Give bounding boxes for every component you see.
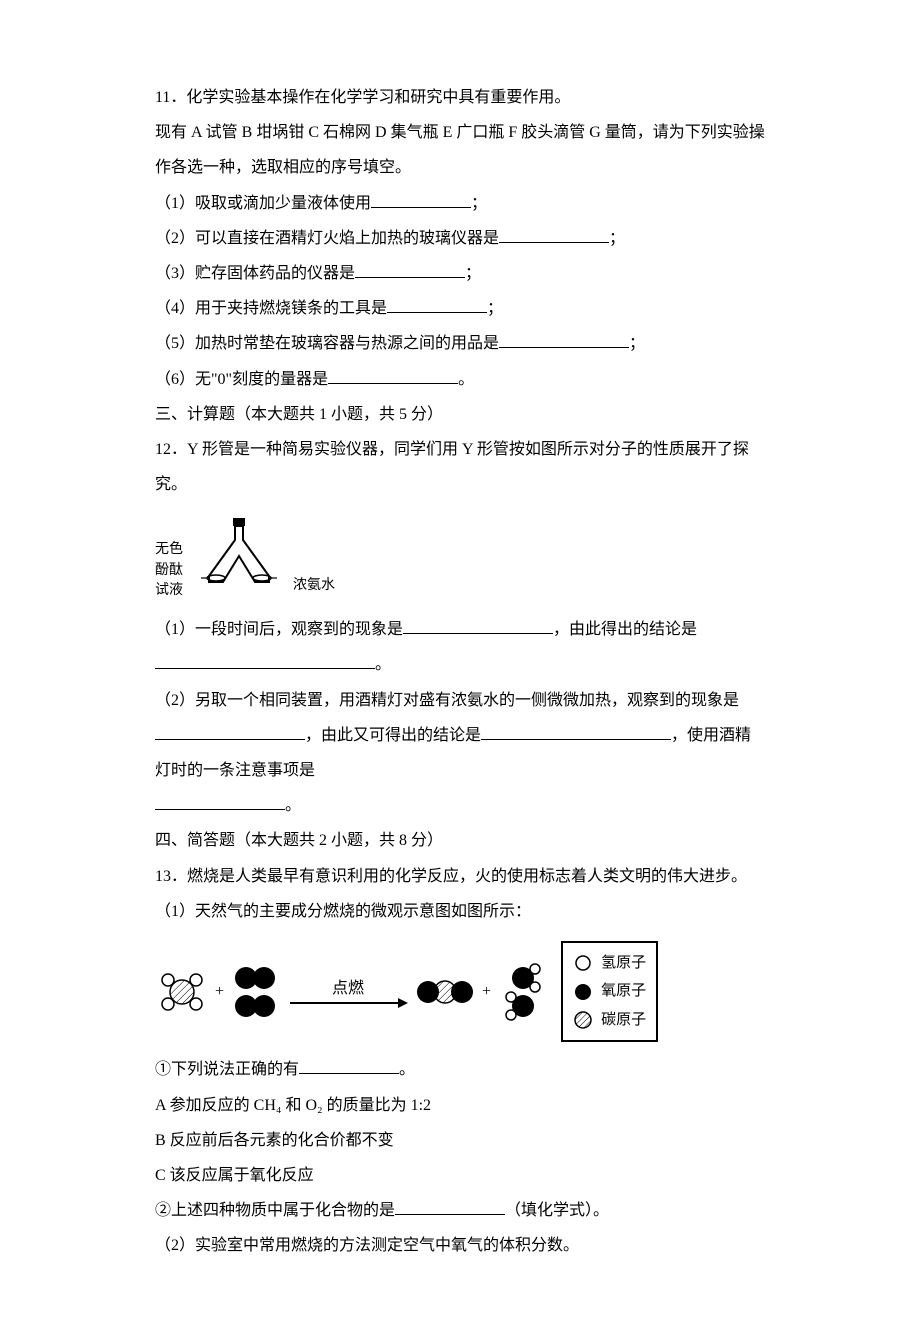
q11-blank-4[interactable] — [387, 297, 487, 313]
q13-blank-s2[interactable] — [395, 1199, 505, 1215]
q12-left-labels: 无色 酚酞 试液 — [155, 540, 183, 601]
legend-carbon: 碳原子 — [573, 1006, 646, 1035]
q11-item-2: （2）可以直接在酒精灯火焰上加热的玻璃仪器是 ； — [155, 221, 765, 256]
co2-molecule-icon — [414, 975, 476, 1009]
q12-item-2d: 。 — [285, 797, 301, 814]
q13-s1b: 。 — [399, 1061, 415, 1078]
q13-s2b: （填化学式）。 — [505, 1202, 609, 1219]
q12-blank-1b[interactable] — [155, 653, 375, 669]
q12-label-phenolphthalein: 酚酞 — [155, 561, 183, 581]
q11-item-4-suffix: ； — [487, 300, 503, 317]
q13-s1a: ①下列说法正确的有 — [155, 1061, 299, 1078]
q13-p3: （2）实验室中常用燃烧的方法测定空气中氧气的体积分数。 — [155, 1228, 765, 1263]
section-3-heading: 三、计算题（本大题共 1 小题，共 5 分） — [155, 397, 765, 432]
q12-label-colorless: 无色 — [155, 540, 183, 560]
q11-item-3: （3）贮存固体药品的仪器是 ； — [155, 256, 765, 291]
q11-item-1: （1）吸取或滴加少量液体使用 ； — [155, 186, 765, 221]
q12-item-1-a: （1）一段时间后，观察到的现象是 — [155, 621, 403, 638]
q13-option-a: A 参加反应的 CH₄ 和 O₂ 的质量比为 1:2 — [155, 1088, 765, 1123]
oxygen-atom-icon — [573, 982, 593, 1002]
arrow-label: 点燃 — [332, 974, 364, 998]
q11-item-1-suffix: ； — [471, 195, 487, 212]
q11-item-6: （6）无"0"刻度的量器是 。 — [155, 362, 765, 397]
q11-intro-1: 11．化学实验基本操作在化学学习和研究中具有重要作用。 — [155, 80, 765, 115]
q13-p1: 13．燃烧是人类最早有意识利用的化学反应，火的使用标志着人类文明的伟大进步。 — [155, 859, 765, 894]
q11-blank-2[interactable] — [499, 227, 609, 243]
plus-icon-2: + — [482, 983, 491, 1001]
legend-hydrogen: 氢原子 — [573, 949, 646, 978]
q11-item-4: （4）用于夹持燃烧镁条的工具是 ； — [155, 291, 765, 326]
q12-figure: 无色 酚酞 试液 浓氨水 — [155, 516, 765, 604]
q13-option-b: B 反应前后各元素的化合价都不变 — [155, 1123, 765, 1158]
ch4-molecule-icon — [155, 967, 209, 1017]
q11-item-3-suffix: ； — [465, 265, 481, 282]
legend-o-label: 氧原子 — [601, 977, 646, 1006]
q12-item-1c-suffix: 。 — [375, 656, 391, 673]
q11-item-2-text: （2）可以直接在酒精灯火焰上加热的玻璃仪器是 — [155, 230, 499, 247]
q11-blank-5[interactable] — [499, 332, 629, 348]
q11-item-5: （5）加热时常垫在玻璃容器与热源之间的用品是 ； — [155, 326, 765, 361]
q11-blank-6[interactable] — [328, 368, 458, 384]
ytube-icon — [189, 516, 289, 604]
plus-icon: + — [215, 983, 224, 1001]
q13-p2: （1）天然气的主要成分燃烧的微观示意图如图所示： — [155, 894, 765, 929]
q13-option-c: C 该反应属于氧化反应 — [155, 1158, 765, 1193]
q11-blank-1[interactable] — [371, 192, 471, 208]
q11-item-5-text: （5）加热时常垫在玻璃容器与热源之间的用品是 — [155, 335, 499, 352]
o2-molecules-icon — [230, 963, 282, 1021]
q12-item-2b: ，由此又可得出的结论是 — [305, 727, 481, 744]
q13-s2: ②上述四种物质中属于化合物的是 （填化学式）。 — [155, 1193, 765, 1228]
q11-item-3-text: （3）贮存固体药品的仪器是 — [155, 265, 355, 282]
hydrogen-atom-icon — [573, 953, 593, 973]
q12-label-ammonia: 浓氨水 — [293, 574, 335, 594]
q11-item-4-text: （4）用于夹持燃烧镁条的工具是 — [155, 300, 387, 317]
q13-reaction-diagram: + 点燃 + — [155, 941, 765, 1043]
q12-blank-2c[interactable] — [155, 794, 285, 810]
q12-blank-2a[interactable] — [155, 724, 305, 740]
q12-label-solution: 试液 — [155, 581, 183, 601]
q12-item-1-b: ，由此得出的结论是 — [553, 621, 697, 638]
q12-item-2a: （2）另取一个相同装置，用酒精灯对盛有浓氨水的一侧微微加热，观察到的现象是 — [155, 683, 765, 718]
q12-intro: 12．Y 形管是一种简易实验仪器，同学们用 Y 形管按如图所示对分子的性质展开了… — [155, 432, 765, 502]
q13-s1: ①下列说法正确的有 。 — [155, 1052, 765, 1087]
q13-s2a: ②上述四种物质中属于化合物的是 — [155, 1202, 395, 1219]
q12-item-2bc: ，由此又可得出的结论是，使用酒精灯时的一条注意事项是 — [155, 718, 765, 788]
q11-item-5-suffix: ； — [629, 335, 645, 352]
carbon-atom-icon — [573, 1010, 593, 1030]
q12-item-1c: 。 — [155, 647, 765, 682]
q12-item-2d-wrap: 。 — [155, 788, 765, 823]
legend-c-label: 碳原子 — [601, 1006, 646, 1035]
legend-h-label: 氢原子 — [601, 949, 646, 978]
q12-blank-1a[interactable] — [403, 618, 553, 634]
arrow-icon — [288, 996, 408, 1010]
q11-item-1-text: （1）吸取或滴加少量液体使用 — [155, 195, 371, 212]
q11-item-6-suffix: 。 — [458, 371, 474, 388]
q11-item-6-text: （6）无"0"刻度的量器是 — [155, 371, 328, 388]
q12-blank-2b[interactable] — [481, 724, 671, 740]
q13-blank-s1[interactable] — [299, 1058, 399, 1074]
q11-intro-2: 现有 A 试管 B 坩埚钳 C 石棉网 D 集气瓶 E 广口瓶 F 胶头滴管 G… — [155, 115, 765, 185]
legend-oxygen: 氧原子 — [573, 977, 646, 1006]
section-4-heading: 四、简答题（本大题共 2 小题，共 8 分） — [155, 823, 765, 858]
atom-legend: 氢原子 氧原子 碳原子 — [561, 941, 658, 1043]
q12-item-1: （1）一段时间后，观察到的现象是 ，由此得出的结论是 — [155, 612, 765, 647]
q11-blank-3[interactable] — [355, 262, 465, 278]
q11-item-2-suffix: ； — [609, 230, 625, 247]
reaction-arrow: 点燃 — [288, 974, 408, 1010]
h2o-molecules-icon — [497, 961, 549, 1023]
